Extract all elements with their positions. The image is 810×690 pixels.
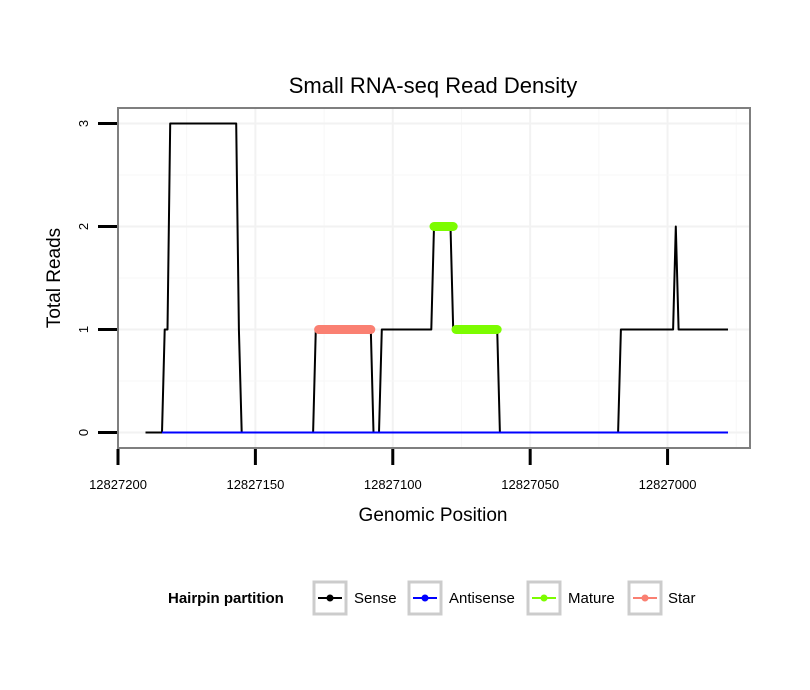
series-layer — [145, 122, 728, 434]
y-axis-title: Total Reads — [44, 228, 65, 328]
legend-label-mature: Mature — [568, 590, 615, 607]
legend-key-dot-star — [641, 594, 649, 602]
legend: Hairpin partition Sense Antisense Mature St… — [168, 580, 696, 616]
legend-key-dot-mature — [540, 594, 548, 602]
grid-lines — [117, 108, 750, 448]
legend-key-dot-antisense — [421, 594, 429, 602]
x-tick-label: 12827200 — [89, 477, 147, 492]
legend-label-sense: Sense — [354, 590, 397, 607]
x-tick-label: 12827100 — [364, 477, 422, 492]
y-tick-label: 3 — [76, 120, 91, 127]
x-tick-label: 12827150 — [226, 477, 284, 492]
plot-panel-border — [117, 107, 751, 449]
legend-label-antisense: Antisense — [449, 590, 515, 607]
y-tick-label: 1 — [76, 326, 91, 333]
y-axis: 0 1 2 3 — [76, 120, 117, 436]
series-line-sense — [145, 122, 728, 434]
y-tick-label: 2 — [76, 223, 91, 230]
x-axis-title: Genomic Position — [359, 505, 508, 526]
x-tick-label: 12827000 — [639, 477, 697, 492]
y-tick-label: 0 — [76, 429, 91, 436]
chart-title: Small RNA-seq Read Density — [289, 73, 578, 98]
x-axis: 12827200 12827150 12827100 12827050 12827000 — [89, 449, 696, 492]
legend-label-star: Star — [668, 590, 696, 607]
legend-key-dot-sense — [326, 594, 334, 602]
legend-title: Hairpin partition — [168, 590, 284, 607]
x-tick-label: 12827050 — [501, 477, 559, 492]
